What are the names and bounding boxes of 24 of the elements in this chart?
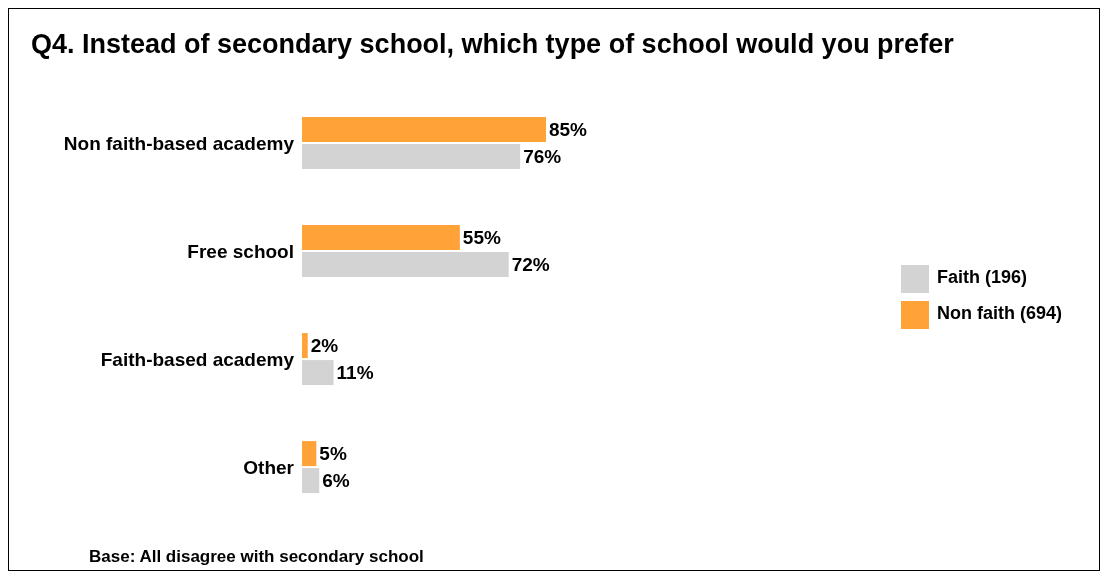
bar: [302, 468, 320, 494]
bar: [302, 117, 546, 143]
data-label: 11%: [336, 362, 374, 384]
data-label: 85%: [548, 119, 588, 141]
bar: [302, 144, 521, 170]
y-tick-label: Non faith-based academy: [63, 132, 295, 154]
data-label: 72%: [511, 254, 550, 276]
data-label: 55%: [462, 227, 502, 249]
chart-title: Q4. Instead of secondary school, which type of school would you prefer: [31, 29, 954, 60]
data-label: 5%: [319, 443, 347, 465]
bar: [302, 360, 334, 386]
bar: [302, 225, 460, 251]
data-label: 2%: [310, 335, 339, 357]
text: Base: All disagree with secondary school: [89, 547, 424, 567]
y-tick-label: Free school: [187, 240, 294, 262]
bar: [302, 441, 317, 467]
y-tick-label: Faith-based academy: [100, 348, 295, 370]
data-label: 76%: [523, 146, 562, 168]
legend-label: Faith (196): [936, 267, 1028, 287]
bar: [302, 333, 308, 359]
legend-label: Non faith (694): [936, 303, 1062, 323]
bar: [302, 252, 509, 278]
data-label: 6%: [322, 470, 350, 492]
y-tick-label: Other: [243, 456, 295, 478]
